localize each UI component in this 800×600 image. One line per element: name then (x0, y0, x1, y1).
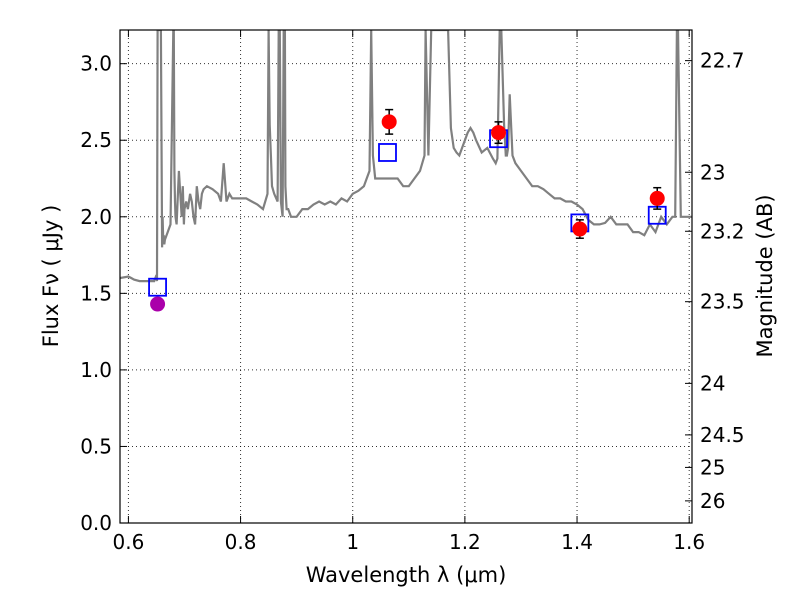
plot-area (120, 30, 692, 312)
y-tick-label: 2.0 (80, 205, 112, 229)
y-axis-label: Flux Fν ( μJy ) (39, 205, 63, 348)
observed-photometry-point (491, 125, 507, 141)
observed-photometry-point (381, 114, 397, 130)
right-axis-label: Magnitude (AB) (753, 194, 777, 357)
y-tick-label: 3.0 (80, 52, 112, 76)
x-axis-label: Wavelength λ (μm) (306, 563, 507, 587)
observed-photometry-point (649, 190, 665, 206)
right-tick-label: 24.5 (700, 423, 745, 447)
model-photometry-square (148, 277, 167, 297)
right-tick-label: 23.2 (700, 219, 745, 243)
axes-frame (119, 29, 693, 524)
y-tick-label: 2.5 (80, 128, 112, 152)
spectrum-line (120, 30, 692, 283)
right-tick-label: 23 (700, 160, 725, 184)
x-tick-label: 0.6 (113, 530, 145, 554)
y-tick-label: 1.5 (80, 281, 112, 305)
ticks (120, 30, 692, 524)
y-tick-label: 1.0 (80, 358, 112, 382)
right-tick-label: 22.7 (700, 49, 745, 73)
x-tick-label: 1 (346, 530, 359, 554)
right-tick-label: 23.5 (700, 290, 745, 314)
model-photometry-square (378, 143, 397, 162)
x-tick-label: 1.4 (561, 530, 593, 554)
right-tick-label: 24 (700, 371, 725, 395)
markers (148, 108, 667, 312)
x-tick-label: 1.6 (673, 530, 705, 554)
x-tick-label: 0.8 (225, 530, 257, 554)
tick-labels: 0.6 0.8 1 1.2 1.4 1.6 0.0 0.5 1.0 1.5 2.0 2.5 3.0 22.… (80, 49, 744, 554)
observed-photometry-point (572, 221, 588, 237)
right-tick-label: 26 (700, 489, 725, 513)
x-tick-label: 1.2 (449, 530, 481, 554)
y-tick-label: 0.5 (80, 434, 112, 458)
observed-photometry-point (150, 296, 166, 312)
grid-lines (120, 30, 692, 524)
y-tick-label: 0.0 (80, 511, 112, 535)
right-tick-label: 25 (700, 455, 725, 479)
